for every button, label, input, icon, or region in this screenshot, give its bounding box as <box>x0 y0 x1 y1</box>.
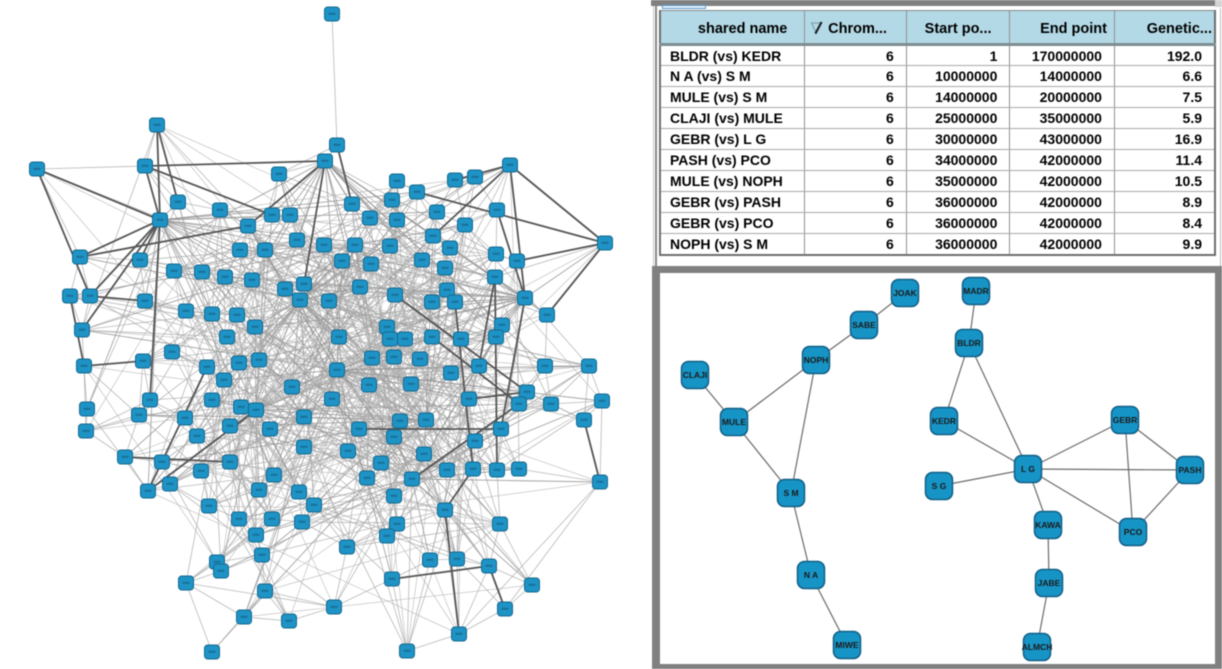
svg-text:MULE: MULE <box>722 417 746 427</box>
svg-text:ALMCH: ALMCH <box>1022 642 1053 652</box>
svg-text:JOAK: JOAK <box>893 288 917 298</box>
svg-text:S M: S M <box>783 488 798 498</box>
svg-text:BLDR: BLDR <box>957 338 981 348</box>
svg-text:SABE: SABE <box>852 320 876 330</box>
svg-text:PASH: PASH <box>1179 465 1202 475</box>
svg-text:KEDR: KEDR <box>932 416 956 426</box>
svg-text:CLAJI: CLAJI <box>683 370 708 380</box>
svg-text:NOPH: NOPH <box>804 355 829 365</box>
svg-text:GEBR: GEBR <box>1113 415 1138 425</box>
svg-text:L G: L G <box>1021 464 1035 474</box>
svg-text:N A: N A <box>804 570 818 580</box>
svg-text:PCO: PCO <box>1124 527 1143 537</box>
svg-text:JABE: JABE <box>1038 578 1061 588</box>
svg-text:S G: S G <box>932 481 947 491</box>
svg-text:MADR: MADR <box>963 286 989 296</box>
svg-text:KAWA: KAWA <box>1035 520 1061 530</box>
svg-text:MIWE: MIWE <box>835 640 858 650</box>
